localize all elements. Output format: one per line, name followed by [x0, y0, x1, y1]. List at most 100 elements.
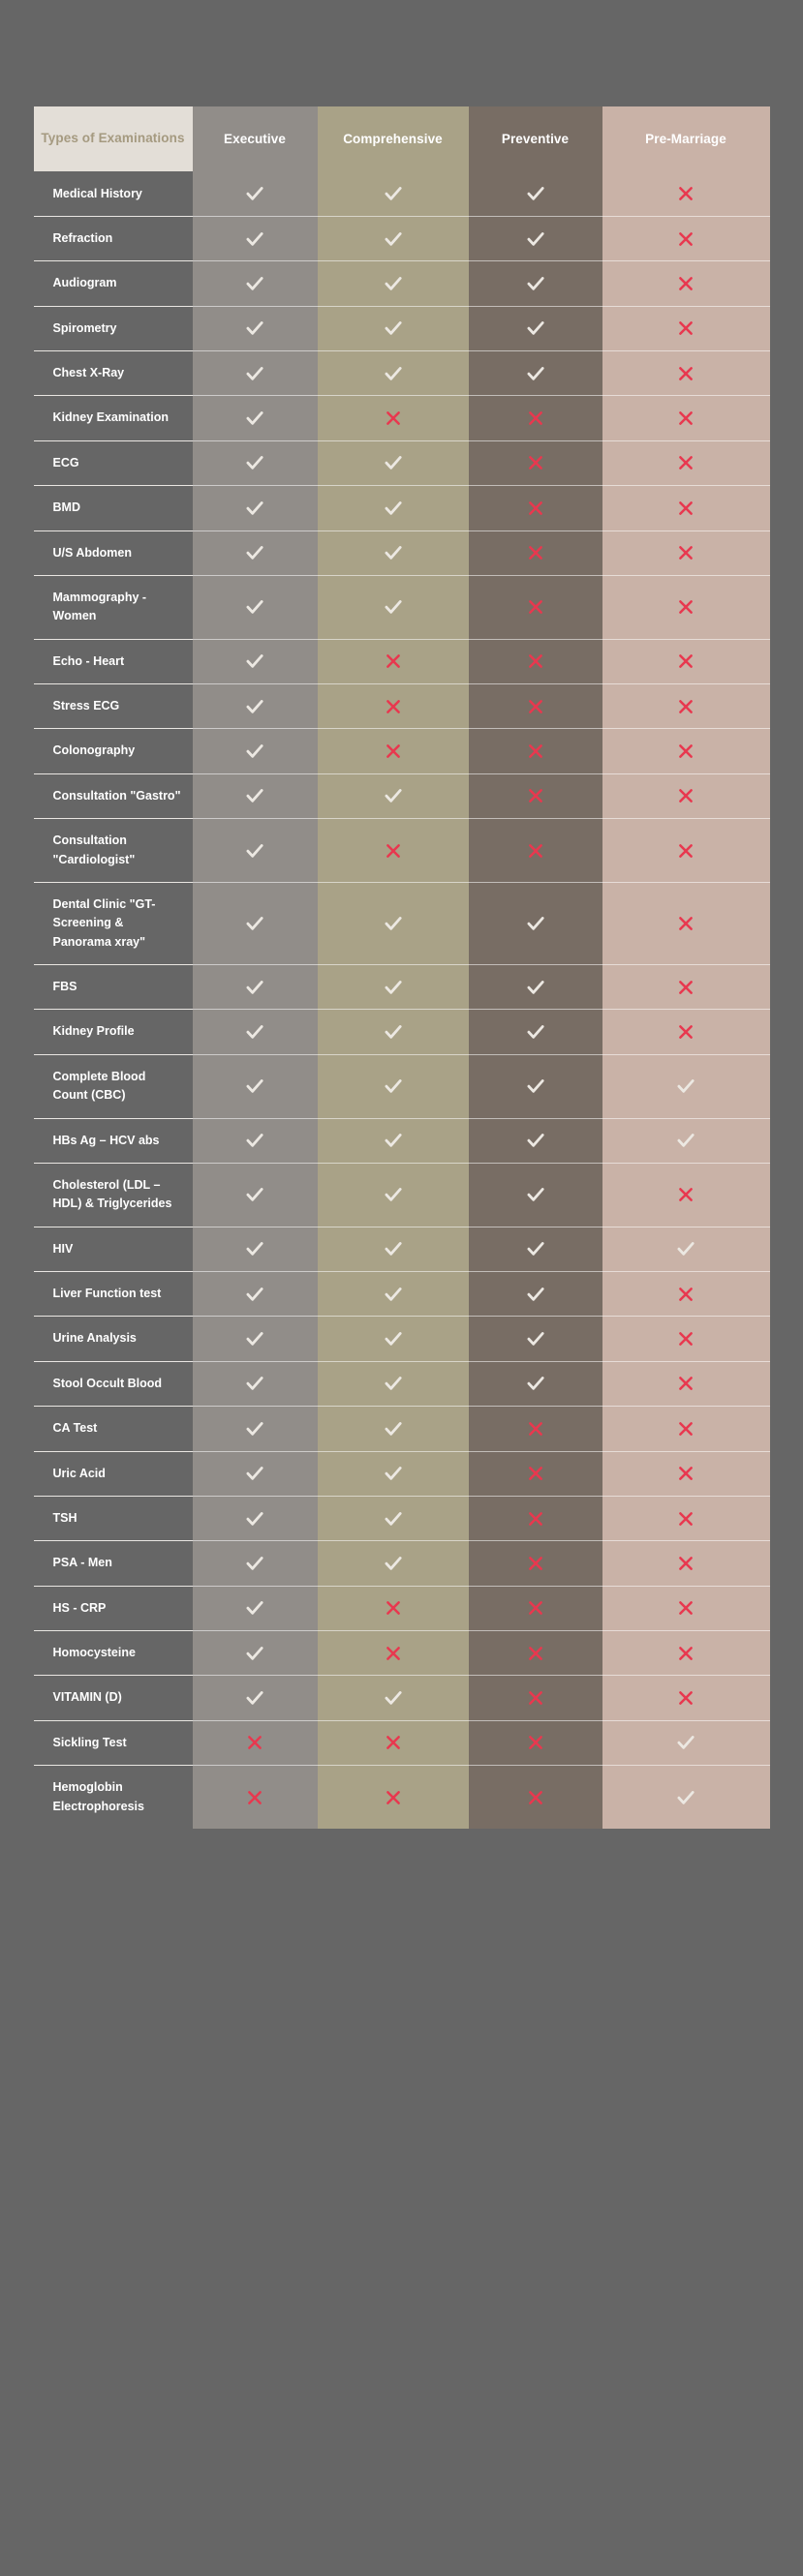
cross-icon	[677, 698, 695, 715]
check-icon	[245, 1285, 264, 1304]
cross-icon	[527, 652, 544, 670]
cell-preventive	[468, 1406, 602, 1451]
check-icon	[245, 1509, 264, 1529]
cross-icon	[677, 275, 695, 292]
table-row: Cholesterol (LDL – HDL) & Triglycerides	[33, 1162, 770, 1227]
examination-name-cell: Refraction	[33, 215, 193, 261]
cell-content	[469, 1124, 602, 1157]
cell-preventive	[468, 349, 602, 396]
cell-content	[602, 645, 770, 678]
cell-executive	[192, 1675, 318, 1721]
cell-preventive	[468, 728, 602, 774]
cell-content	[193, 907, 318, 940]
table-row: HIV	[33, 1226, 770, 1272]
cell-content	[193, 591, 318, 623]
cell-pre-marriage	[602, 1765, 770, 1829]
cell-content	[318, 1070, 469, 1103]
check-icon	[245, 1688, 264, 1708]
cross-icon	[527, 1420, 544, 1438]
cell-comprehensive	[317, 1765, 469, 1829]
table-row: Echo - Heart	[33, 638, 770, 684]
cell-pre-marriage	[602, 1117, 770, 1164]
cell-content	[193, 735, 318, 768]
cell-content	[193, 536, 318, 569]
cell-preventive	[468, 1450, 602, 1497]
cell-content	[193, 312, 318, 345]
cell-comprehensive	[317, 963, 469, 1010]
cell-pre-marriage	[602, 1675, 770, 1721]
check-icon	[245, 914, 264, 933]
cell-comprehensive	[317, 485, 469, 530]
cell-content	[193, 223, 318, 256]
check-icon	[245, 274, 264, 293]
check-icon	[384, 1185, 403, 1204]
cell-pre-marriage	[602, 1540, 770, 1587]
check-icon	[384, 364, 403, 383]
check-icon	[526, 1022, 545, 1042]
check-icon	[245, 1239, 264, 1258]
cross-icon	[677, 454, 695, 471]
cell-content	[602, 690, 770, 723]
examination-name-cell: Spirometry	[33, 305, 193, 351]
check-icon	[384, 543, 403, 562]
cross-icon	[677, 1375, 695, 1392]
cell-content	[318, 1502, 469, 1535]
check-icon	[384, 1554, 403, 1573]
cell-content	[193, 1124, 318, 1157]
check-icon	[245, 597, 264, 617]
cell-content	[469, 223, 602, 256]
cell-content	[469, 536, 602, 569]
cell-executive	[192, 171, 318, 217]
cross-icon	[677, 1645, 695, 1662]
cell-content	[193, 1178, 318, 1211]
cell-executive	[192, 574, 318, 640]
check-icon	[384, 1285, 403, 1304]
cell-preventive	[468, 215, 602, 261]
cell-content	[602, 735, 770, 768]
check-icon	[245, 184, 264, 203]
table-row: Audiogram	[33, 260, 770, 307]
check-icon	[526, 1329, 545, 1349]
cross-icon	[677, 1465, 695, 1482]
cross-icon	[677, 409, 695, 427]
cell-content	[318, 907, 469, 940]
cell-content	[602, 1322, 770, 1355]
cell-pre-marriage	[602, 1495, 770, 1541]
check-icon	[245, 409, 264, 428]
cell-content	[602, 1015, 770, 1048]
cell-content	[469, 312, 602, 345]
cell-content	[318, 1682, 469, 1714]
cell-comprehensive	[317, 1162, 469, 1227]
cell-pre-marriage	[602, 395, 770, 441]
cross-icon	[527, 1599, 544, 1617]
cell-content	[318, 1591, 469, 1624]
cell-pre-marriage	[602, 1316, 770, 1362]
check-icon	[384, 318, 403, 338]
cell-comprehensive	[317, 349, 469, 396]
cross-icon	[527, 1465, 544, 1482]
cell-pre-marriage	[602, 1226, 770, 1272]
check-icon	[245, 318, 264, 338]
cell-content	[318, 1367, 469, 1400]
cell-content	[318, 446, 469, 479]
cell-preventive	[468, 1765, 602, 1829]
cell-content	[602, 1637, 770, 1670]
cross-icon	[677, 1599, 695, 1617]
cell-content	[193, 402, 318, 435]
cross-icon	[385, 1789, 402, 1806]
column-header-pre-marriage: Pre-Marriage	[602, 106, 770, 171]
check-icon	[526, 978, 545, 997]
cross-icon	[677, 842, 695, 860]
cell-comprehensive	[317, 682, 469, 729]
cell-content	[469, 1682, 602, 1714]
cell-content	[602, 1682, 770, 1714]
check-icon	[676, 1733, 695, 1752]
cross-icon	[246, 1789, 263, 1806]
cell-content	[602, 357, 770, 390]
cross-icon	[385, 1645, 402, 1662]
cell-content	[469, 1322, 602, 1355]
cell-preventive	[468, 574, 602, 640]
cell-content	[193, 1457, 318, 1490]
examination-name-cell: Liver Function test	[33, 1270, 193, 1317]
examination-name-cell: VITAMIN (D)	[33, 1675, 193, 1721]
